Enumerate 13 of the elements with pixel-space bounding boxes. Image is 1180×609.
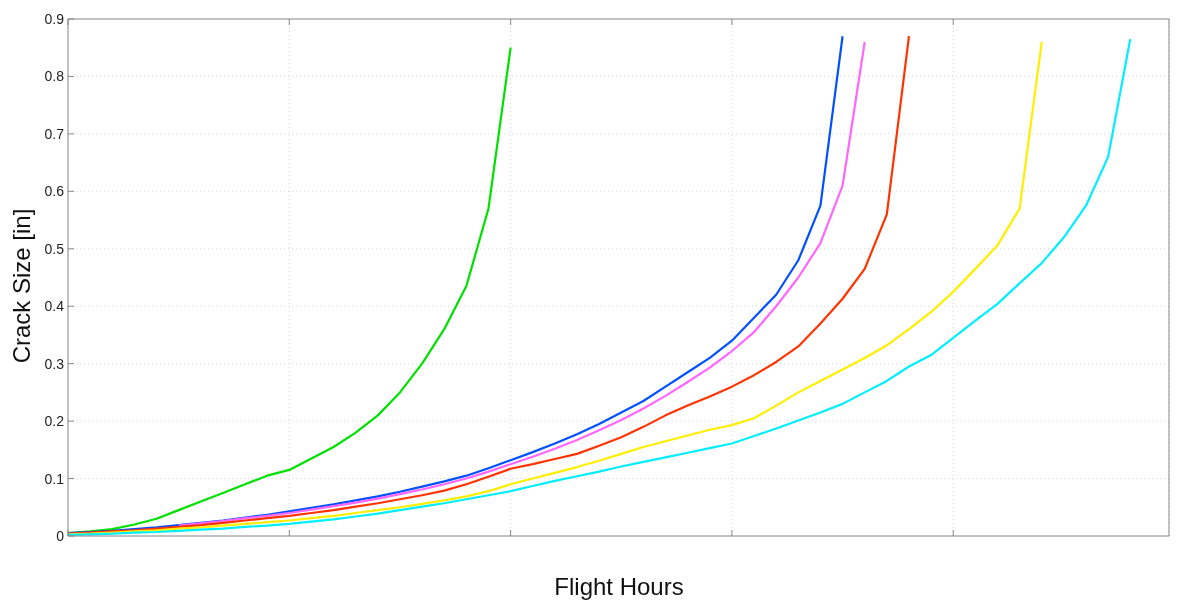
line-series — [177, 40, 866, 527]
y-tick-label: 0.1 — [44, 470, 65, 487]
y-tick-label: 0.6 — [44, 183, 65, 200]
y-axis-title: Crack Size [in] — [8, 208, 36, 364]
y-tick-label: 0.7 — [44, 125, 65, 142]
y-tick-label: 0.2 — [44, 413, 65, 430]
y-tick-label: 0 — [56, 527, 65, 544]
y-tick-label: 0.8 — [44, 68, 65, 85]
x-axis-title: Flight Hours — [553, 573, 685, 601]
y-tick-label: 0.4 — [44, 298, 65, 315]
y-tick-label: 0.3 — [44, 355, 65, 372]
y-tick-label: 0.5 — [44, 240, 65, 257]
y-tick-label: 0.9 — [44, 10, 65, 27]
